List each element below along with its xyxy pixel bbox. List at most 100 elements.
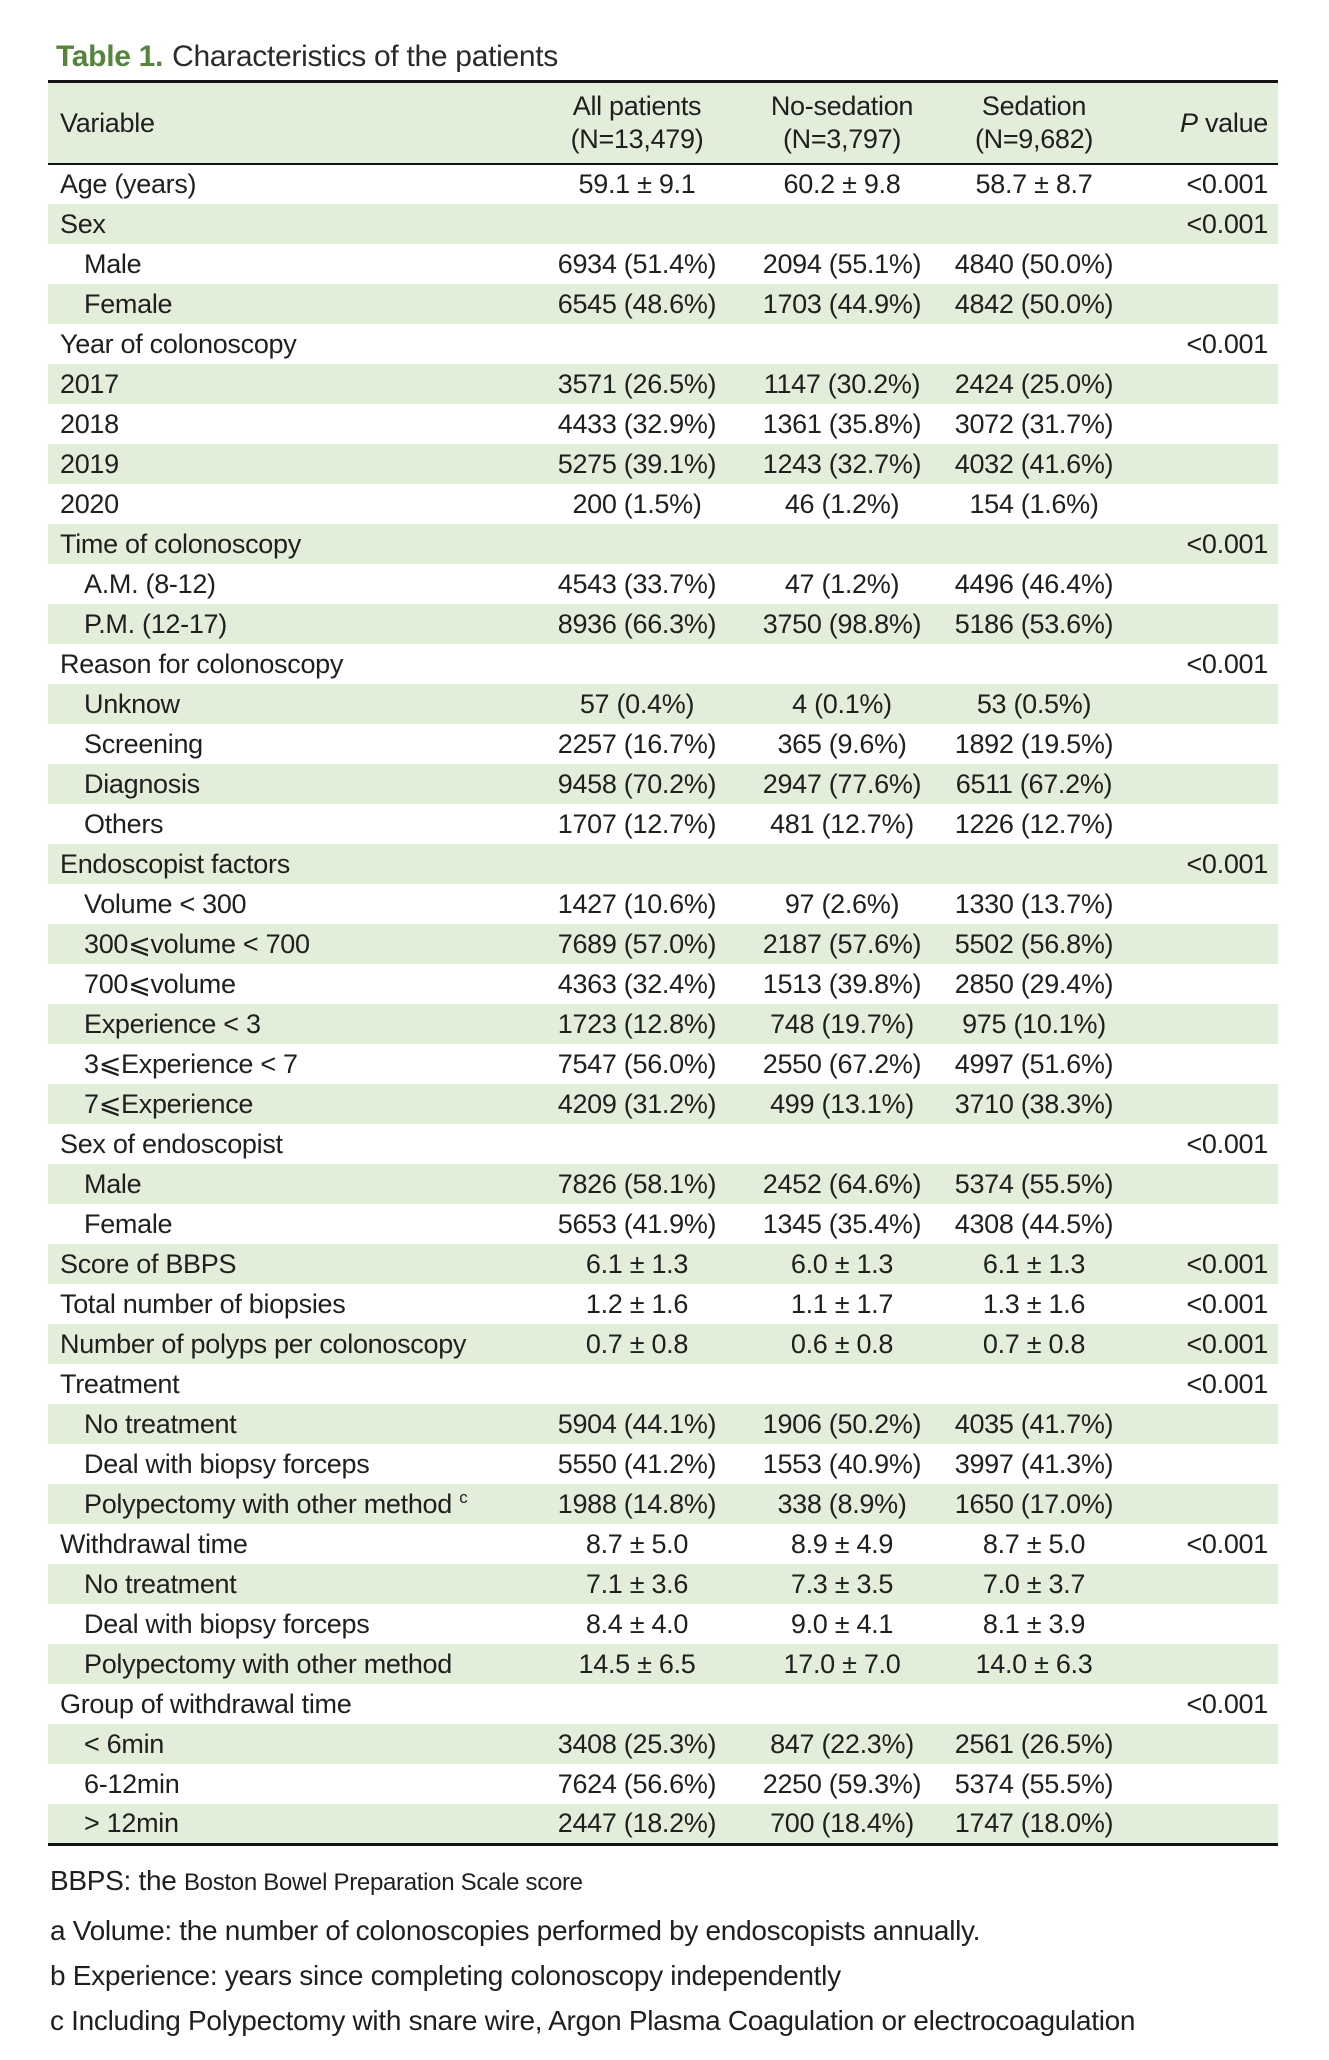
value-cell-all-patients: 14.5 ± 6.5 [578, 1648, 696, 1679]
value-cell-sedation: 5502 (56.8%) [954, 928, 1114, 959]
row-label: Female [84, 1208, 173, 1239]
value-cell-no-sedation [746, 1684, 938, 1724]
value-cell-all-patients: 7826 (58.1%) [557, 1168, 717, 1199]
p-value-cell [1130, 724, 1278, 764]
table-row: 2018 4433 (32.9%) 1361 (35.8%) 3072 (31.7%) [48, 404, 1278, 444]
value-cell-sedation: 2424 (25.0%) [954, 368, 1114, 399]
footnote-bbps-lead: BBPS: the [50, 1864, 184, 1896]
value-cell-sedation: 7.0 ± 3.7 [982, 1568, 1086, 1599]
p-value-cell [1130, 604, 1278, 644]
value-cell-no-sedation: 46 (1.2%) [784, 488, 900, 519]
row-label: No treatment [84, 1568, 237, 1599]
row-label: Total number of biopsies [60, 1288, 346, 1319]
p-value-cell [1130, 884, 1278, 924]
row-label: 3⩽Experience < 7 [84, 1048, 298, 1079]
value-cell-sedation: 3072 (31.7%) [954, 408, 1114, 439]
value-cell-all-patients: 1427 (10.6%) [557, 888, 717, 919]
value-cell-sedation: 1747 (18.0%) [954, 1807, 1114, 1838]
patient-characteristics-table: Variable All patients (N=13,479) No-seda… [48, 80, 1278, 1846]
p-value-cell [1130, 484, 1278, 524]
col-header-all-patients: All patients (N=13,479) [528, 82, 746, 165]
table-row: Experience < 3 1723 (12.8%) 748 (19.7%) 975… [48, 1004, 1278, 1044]
value-cell-no-sedation: 847 (22.3%) [770, 1728, 914, 1759]
table-number: Table 1. [56, 40, 164, 73]
row-label: Time of colonoscopy [60, 528, 301, 559]
footnote-marker: c [459, 1487, 468, 1507]
table-row: Group of withdrawal time <0.001 [48, 1684, 1278, 1724]
value-cell-no-sedation: 338 (8.9%) [777, 1488, 907, 1519]
p-value-cell [1130, 924, 1278, 964]
p-value-cell [1130, 1484, 1278, 1524]
p-value-cell [1130, 1004, 1278, 1044]
row-label: 300⩽volume < 700 [84, 928, 310, 959]
row-label: A.M. (8-12) [84, 568, 216, 599]
p-value-cell: <0.001 [1186, 1128, 1268, 1159]
row-label: 2020 [60, 488, 119, 519]
value-cell-all-patients: 7.1 ± 3.6 [585, 1568, 689, 1599]
value-cell-all-patients: 8936 (66.3%) [557, 608, 717, 639]
p-value-cell [1130, 1444, 1278, 1484]
value-cell-sedation: 2561 (26.5%) [954, 1728, 1114, 1759]
value-cell-all-patients: 7547 (56.0%) [557, 1048, 717, 1079]
value-cell-all-patients: 59.1 ± 9.1 [578, 169, 696, 199]
table-row: Deal with biopsy forceps 5550 (41.2%) 1553… [48, 1444, 1278, 1484]
value-cell-sedation: 4032 (41.6%) [954, 448, 1114, 479]
value-cell-all-patients: 1.2 ± 1.6 [585, 1288, 689, 1319]
p-value-cell [1130, 964, 1278, 1004]
header-line2: (N=3,797) [782, 124, 902, 154]
value-cell-sedation [938, 524, 1130, 564]
value-cell-all-patients: 5275 (39.1%) [557, 448, 717, 479]
p-value-cell [1130, 1764, 1278, 1804]
value-cell-all-patients: 6545 (48.6%) [557, 288, 717, 319]
table-row: Female 5653 (41.9%) 1345 (35.4%) 4308 (44.5… [48, 1204, 1278, 1244]
row-label: Female [84, 288, 173, 319]
col-header-variable: Variable [60, 107, 155, 138]
value-cell-all-patients: 1723 (12.8%) [557, 1008, 717, 1039]
value-cell-no-sedation: 748 (19.7%) [770, 1008, 914, 1039]
p-value-cell: <0.001 [1186, 1248, 1268, 1279]
table-row: Polypectomy with other method 14.5 ± 6.5 1… [48, 1644, 1278, 1684]
value-cell-no-sedation: 1513 (39.8%) [762, 968, 922, 999]
col-header-no-sedation: No-sedation (N=3,797) [746, 82, 938, 165]
row-label: Reason for colonoscopy [60, 648, 344, 679]
row-label: < 6min [84, 1728, 164, 1759]
value-cell-all-patients [528, 1364, 746, 1404]
value-cell-all-patients [528, 524, 746, 564]
p-value-cell [1130, 284, 1278, 324]
value-cell-sedation [938, 204, 1130, 244]
table-row: 6-12min 7624 (56.6%) 2250 (59.3%) 5374 (55.… [48, 1764, 1278, 1804]
value-cell-all-patients [528, 1684, 746, 1724]
value-cell-no-sedation [746, 1124, 938, 1164]
value-cell-sedation: 6511 (67.2%) [955, 768, 1113, 799]
value-cell-sedation: 4308 (44.5%) [954, 1208, 1114, 1239]
p-value-cell: <0.001 [1186, 169, 1268, 199]
table-row: P.M. (12-17) 8936 (66.3%) 3750 (98.8%) 5186… [48, 604, 1278, 644]
value-cell-all-patients [528, 644, 746, 684]
row-label: Volume < 300 [84, 888, 247, 919]
value-cell-all-patients: 0.7 ± 0.8 [585, 1328, 689, 1359]
value-cell-sedation: 4035 (41.7%) [954, 1408, 1114, 1439]
p-value-cell [1130, 564, 1278, 604]
table-row: Male 6934 (51.4%) 2094 (55.1%) 4840 (50.0%) [48, 244, 1278, 284]
row-label: Diagnosis [84, 768, 200, 799]
row-label: 7⩽Experience [84, 1088, 254, 1119]
row-label: Deal with biopsy forceps [84, 1448, 370, 1479]
table-row: 2020 200 (1.5%) 46 (1.2%) 154 (1.6%) [48, 484, 1278, 524]
value-cell-sedation [938, 324, 1130, 364]
footnote-b: b Experience: years since completing col… [50, 1959, 841, 1991]
p-value-cell [1130, 804, 1278, 844]
value-cell-no-sedation: 9.0 ± 4.1 [790, 1608, 894, 1639]
row-label: Number of polyps per colonoscopy [60, 1328, 467, 1359]
value-cell-no-sedation: 2094 (55.1%) [762, 248, 922, 279]
value-cell-no-sedation: 1553 (40.9%) [762, 1448, 922, 1479]
value-cell-no-sedation: 17.0 ± 7.0 [783, 1648, 901, 1679]
value-cell-no-sedation: 1906 (50.2%) [762, 1408, 922, 1439]
table-row: Total number of biopsies 1.2 ± 1.6 1.1 ± 1… [48, 1284, 1278, 1324]
table-row: Treatment <0.001 [48, 1364, 1278, 1404]
p-value-cell [1130, 1044, 1278, 1084]
value-cell-no-sedation: 1243 (32.7%) [762, 448, 922, 479]
value-cell-all-patients [528, 1124, 746, 1164]
table-row: 2019 5275 (39.1%) 1243 (32.7%) 4032 (41.6%) [48, 444, 1278, 484]
row-label: No treatment [84, 1408, 237, 1439]
